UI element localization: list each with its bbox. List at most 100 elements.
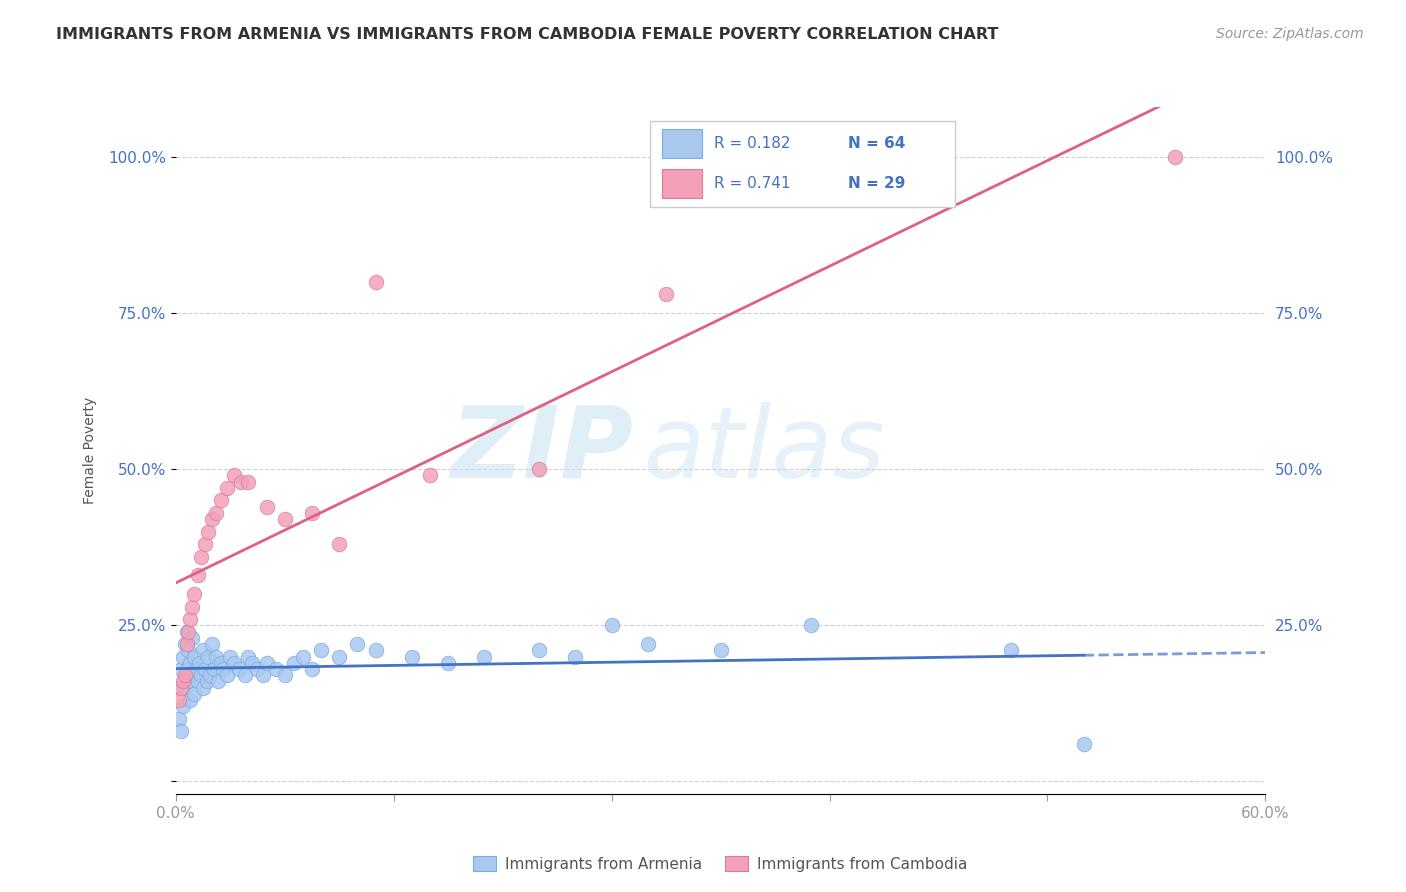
Point xyxy=(181,599,204,614)
Point xyxy=(201,637,224,651)
Point xyxy=(328,649,350,664)
Text: ZIP: ZIP xyxy=(450,402,633,499)
Point xyxy=(215,481,238,495)
Point xyxy=(474,649,496,664)
Point xyxy=(437,656,460,670)
Point xyxy=(188,656,211,670)
Point xyxy=(256,656,278,670)
Point xyxy=(186,674,209,689)
Point xyxy=(238,649,260,664)
Point xyxy=(364,275,387,289)
Point xyxy=(184,662,207,676)
Point xyxy=(256,500,278,514)
Point xyxy=(179,612,201,626)
Point xyxy=(212,662,235,676)
Point xyxy=(233,668,256,682)
Point xyxy=(364,643,387,657)
Point xyxy=(197,524,219,539)
Point xyxy=(264,662,287,676)
Point xyxy=(176,624,198,639)
Text: atlas: atlas xyxy=(644,402,886,499)
Legend: Immigrants from Armenia, Immigrants from Cambodia: Immigrants from Armenia, Immigrants from… xyxy=(467,849,974,878)
Point xyxy=(169,693,191,707)
Point xyxy=(209,656,232,670)
Point xyxy=(215,668,238,682)
Point xyxy=(202,662,225,676)
Bar xyxy=(662,169,702,198)
Point xyxy=(166,681,188,695)
Point xyxy=(200,668,222,682)
Point xyxy=(291,649,314,664)
Point xyxy=(183,687,205,701)
Point xyxy=(179,656,201,670)
Point xyxy=(170,681,193,695)
Point xyxy=(246,662,269,676)
Point xyxy=(637,637,659,651)
Point xyxy=(194,537,217,551)
Point xyxy=(177,643,200,657)
Point xyxy=(179,693,201,707)
Point xyxy=(207,674,229,689)
Point xyxy=(183,587,205,601)
Bar xyxy=(662,128,702,158)
Point xyxy=(1073,737,1095,751)
Point xyxy=(173,637,195,651)
Point xyxy=(172,649,194,664)
Point xyxy=(222,468,245,483)
Point xyxy=(283,656,305,670)
Point xyxy=(401,649,423,664)
Point xyxy=(231,475,253,489)
Point xyxy=(274,668,297,682)
Point xyxy=(176,662,198,676)
Point xyxy=(204,506,226,520)
Point xyxy=(222,656,245,670)
Point xyxy=(172,674,194,689)
Point xyxy=(204,649,226,664)
Point xyxy=(173,668,195,682)
Point xyxy=(800,618,823,632)
Point xyxy=(186,568,209,582)
FancyBboxPatch shape xyxy=(650,120,955,207)
Point xyxy=(1000,643,1022,657)
Point xyxy=(197,649,219,664)
Point xyxy=(190,668,212,682)
Point xyxy=(238,475,260,489)
Point xyxy=(346,637,368,651)
Point xyxy=(240,656,263,670)
Text: N = 29: N = 29 xyxy=(848,176,905,191)
Point xyxy=(274,512,297,526)
Point xyxy=(309,643,332,657)
Text: IMMIGRANTS FROM ARMENIA VS IMMIGRANTS FROM CAMBODIA FEMALE POVERTY CORRELATION C: IMMIGRANTS FROM ARMENIA VS IMMIGRANTS FR… xyxy=(56,27,998,42)
Point xyxy=(201,512,224,526)
Point xyxy=(228,662,250,676)
Point xyxy=(183,649,205,664)
Text: N = 64: N = 64 xyxy=(848,136,905,151)
Point xyxy=(170,662,193,676)
Point xyxy=(191,681,214,695)
Y-axis label: Female Poverty: Female Poverty xyxy=(83,397,97,504)
Text: R = 0.741: R = 0.741 xyxy=(714,176,790,191)
Point xyxy=(219,649,242,664)
Point xyxy=(301,506,323,520)
Point xyxy=(527,643,550,657)
Point xyxy=(419,468,441,483)
Point xyxy=(301,662,323,676)
Point xyxy=(169,712,191,726)
Point xyxy=(710,643,733,657)
Point xyxy=(172,699,194,714)
Point xyxy=(328,537,350,551)
Point xyxy=(655,287,678,301)
Point xyxy=(195,674,218,689)
Point xyxy=(209,493,232,508)
Point xyxy=(173,681,195,695)
Text: Source: ZipAtlas.com: Source: ZipAtlas.com xyxy=(1216,27,1364,41)
Point xyxy=(181,668,204,682)
Point xyxy=(1163,150,1185,164)
Point xyxy=(176,637,198,651)
Point xyxy=(181,631,204,645)
Point xyxy=(564,649,586,664)
Text: R = 0.182: R = 0.182 xyxy=(714,136,790,151)
Point xyxy=(600,618,623,632)
Point xyxy=(170,724,193,739)
Point xyxy=(177,674,200,689)
